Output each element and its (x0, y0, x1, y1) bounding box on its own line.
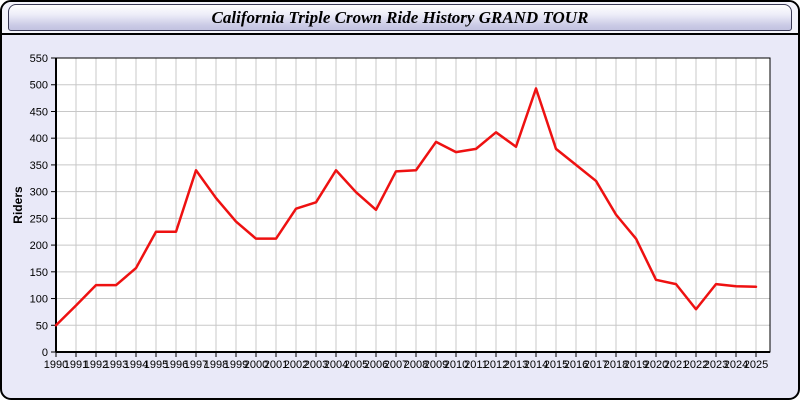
y-tick-label: 50 (36, 320, 48, 332)
x-tick-label: 2020 (644, 359, 668, 371)
x-tick-label: 1997 (184, 359, 208, 371)
y-tick-label: 150 (30, 267, 48, 279)
x-tick-label: 2007 (384, 359, 408, 371)
x-tick-label: 2014 (524, 359, 548, 371)
y-tick-label: 400 (30, 133, 48, 145)
x-tick-label: 2016 (564, 359, 588, 371)
page-title: California Triple Crown Ride History GRA… (211, 7, 589, 27)
x-tick-label: 2009 (424, 359, 448, 371)
x-tick-label: 2023 (704, 359, 728, 371)
line-chart: 0501001502002503003504004505005501990199… (30, 53, 771, 371)
chart-region: 0 50 100 150 200 250 300 350 400 450 500 550 1990 199… (2, 35, 794, 398)
plot-background (56, 58, 770, 352)
y-axis-title: Riders (11, 186, 25, 224)
x-tick-label: 1992 (84, 359, 108, 371)
title-bar: California Triple Crown Ride History GRA… (8, 4, 792, 31)
x-tick-label: 2004 (324, 359, 348, 371)
x-tick-label: 2022 (684, 359, 708, 371)
x-tick-label: 1998 (204, 359, 228, 371)
x-tick-label: 2001 (264, 359, 288, 371)
x-tick-label: 2000 (244, 359, 268, 371)
y-tick-label: 250 (30, 213, 48, 225)
x-tick-label: 1991 (64, 359, 88, 371)
y-tick-label: 350 (30, 160, 48, 172)
y-tick-label: 0 (42, 347, 48, 359)
x-tick-label: 2003 (304, 359, 328, 371)
x-tick-label: 1993 (104, 359, 128, 371)
x-tick-label: 2017 (584, 359, 608, 371)
x-tick-label: 1996 (164, 359, 188, 371)
y-tick-label: 450 (30, 106, 48, 118)
x-tick-label: 2024 (724, 359, 748, 371)
x-tick-label: 2012 (484, 359, 508, 371)
x-tick-label: 1990 (44, 359, 68, 371)
x-tick-label: 2011 (464, 359, 488, 371)
x-tick-label: 2025 (744, 359, 768, 371)
x-tick-label: 2021 (664, 359, 688, 371)
x-tick-label: 2013 (504, 359, 528, 371)
x-tick-label: 2005 (344, 359, 368, 371)
y-tick-label: 550 (30, 53, 48, 65)
y-tick-label: 200 (30, 240, 48, 252)
x-tick-label: 2015 (544, 359, 568, 371)
x-tick-label: 1999 (224, 359, 248, 371)
x-tick-label: 2018 (604, 359, 628, 371)
x-tick-label: 2019 (624, 359, 648, 371)
x-tick-label: 2010 (444, 359, 468, 371)
x-tick-label: 2006 (364, 359, 388, 371)
x-tick-label: 1994 (124, 359, 148, 371)
title-zone: California Triple Crown Ride History GRA… (2, 2, 798, 35)
y-tick-label: 500 (30, 80, 48, 92)
data-series-line (54, 87, 758, 327)
y-tick-label: 100 (30, 294, 48, 306)
x-tick-label: 2008 (404, 359, 428, 371)
y-tick-label: 300 (30, 187, 48, 199)
x-tick-label: 1995 (144, 359, 168, 371)
x-tick-label: 2002 (284, 359, 308, 371)
